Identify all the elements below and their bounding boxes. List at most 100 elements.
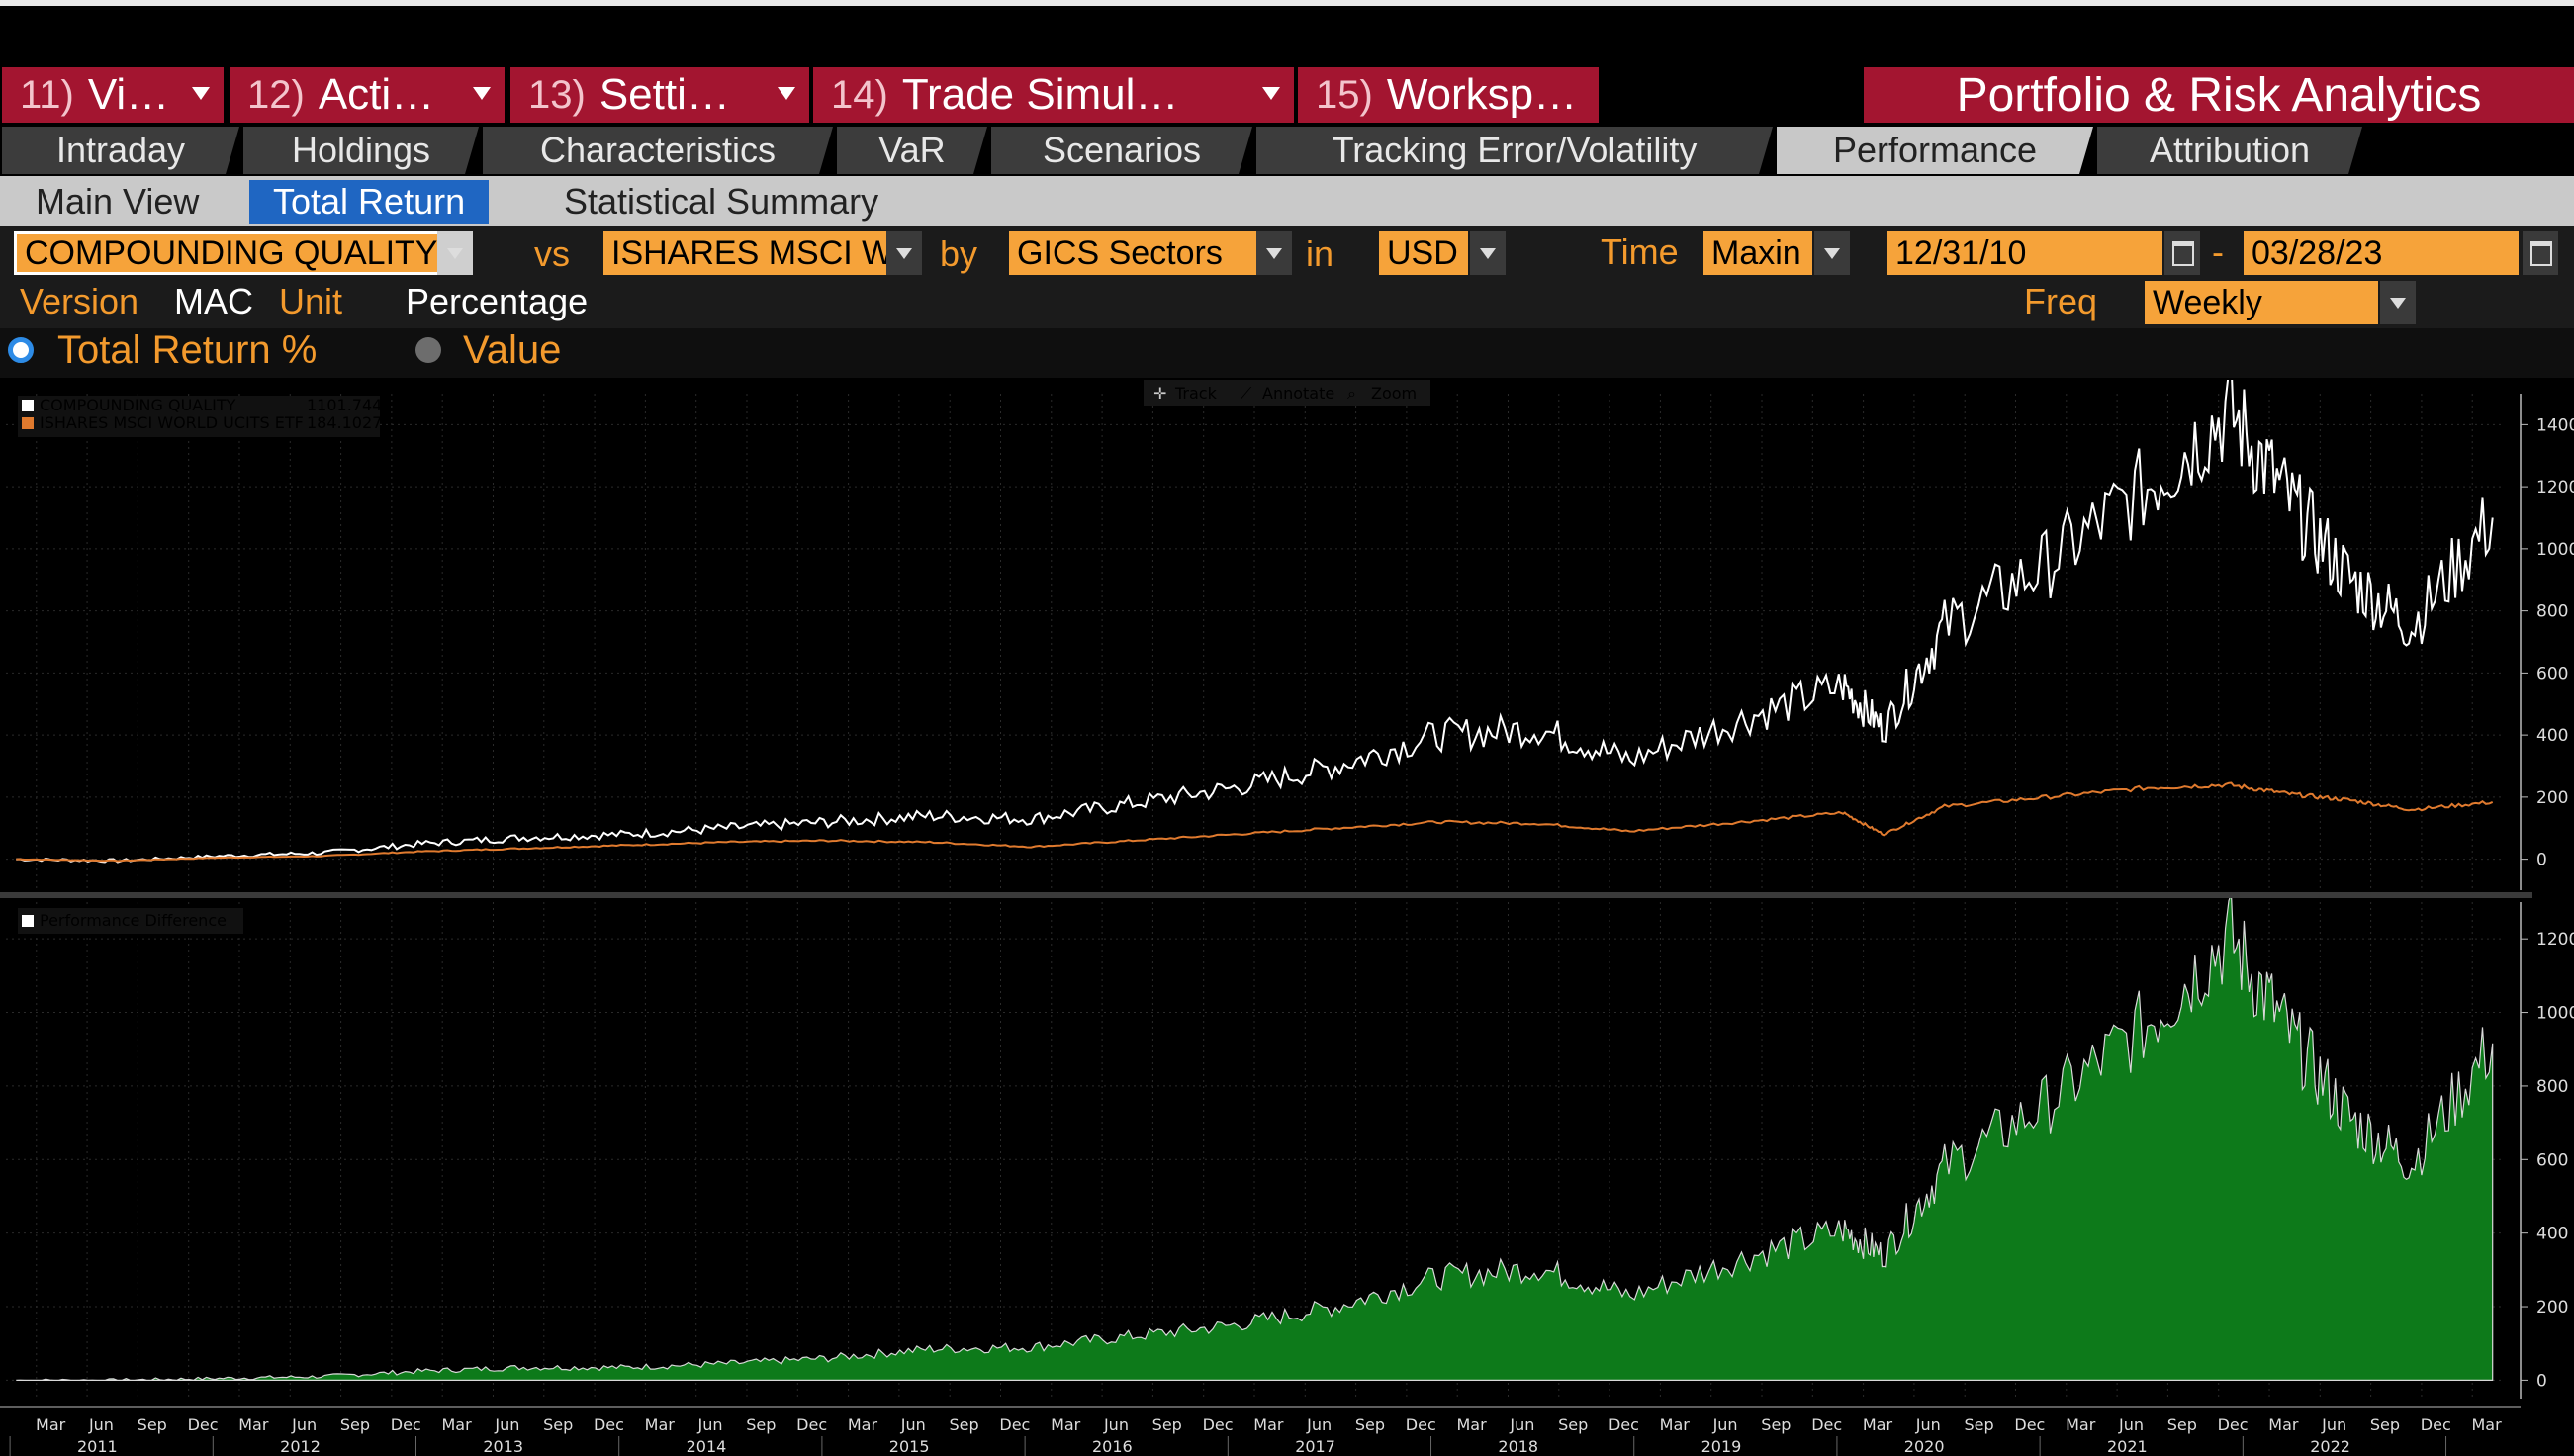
- tab-holdings[interactable]: Holdings: [243, 127, 479, 174]
- x-tick-label: Jun: [2321, 1415, 2346, 1434]
- menu-label: Vi…: [87, 70, 170, 119]
- y-tick-label: 800: [2536, 1077, 2568, 1097]
- tab-scenarios[interactable]: Scenarios: [991, 127, 1252, 174]
- x-tick-label: Mar: [2471, 1415, 2502, 1434]
- x-tick-label: Jun: [1509, 1415, 1534, 1434]
- tab-intraday[interactable]: Intraday: [2, 127, 239, 174]
- vs-label: vs: [534, 233, 570, 274]
- freq-dropdown-icon[interactable]: [2380, 281, 2416, 324]
- tab-var[interactable]: VaR: [837, 127, 987, 174]
- x-tick-label: Sep: [1152, 1415, 1182, 1434]
- x-tick-label: Mar: [1660, 1415, 1691, 1434]
- bottom-legend: [18, 908, 243, 934]
- x-tick-label: Mar: [2268, 1415, 2299, 1434]
- subtab-total-return[interactable]: Total Return: [249, 180, 490, 224]
- series-line-compounding-quality: [16, 380, 2494, 864]
- x-year-label: 2015: [889, 1437, 930, 1456]
- y-tick-label: 1200: [2536, 478, 2574, 498]
- x-tick-label: Mar: [848, 1415, 878, 1434]
- magnifier-icon[interactable]: ⌕: [1347, 384, 1356, 403]
- freq-field[interactable]: Weekly: [2145, 281, 2378, 324]
- menu-number: 11): [20, 72, 74, 117]
- zoom-button[interactable]: Zoom: [1371, 384, 1417, 403]
- x-tick-label: Mar: [1253, 1415, 1284, 1434]
- menu-label: Worksp…: [1386, 70, 1578, 119]
- x-tick-label: Mar: [441, 1415, 472, 1434]
- radio-total-return[interactable]: [8, 337, 34, 363]
- x-tick-label: Jun: [1915, 1415, 1941, 1434]
- chevron-down-icon: [1262, 87, 1280, 100]
- radio-value[interactable]: [415, 337, 441, 363]
- menu-actions[interactable]: 12) Acti…: [230, 67, 505, 123]
- currency-field[interactable]: USD: [1379, 231, 1468, 275]
- panel-divider[interactable]: [0, 892, 2532, 898]
- legend-label-msci: ISHARES MSCI WORLD UCITS ETF: [40, 413, 304, 432]
- y-tick-label: 400: [2536, 1225, 2568, 1244]
- portfolio-dropdown-icon[interactable]: [437, 231, 473, 275]
- x-tick-label: Mar: [36, 1415, 66, 1434]
- top-y-axis: 0 200 400 600 800 1000 1200 1400: [2520, 394, 2574, 890]
- x-tick-label: Jun: [697, 1415, 723, 1434]
- y-tick-label: 0: [2536, 1371, 2547, 1391]
- x-tick-label: Mar: [238, 1415, 269, 1434]
- crosshair-icon[interactable]: ✛: [1153, 384, 1166, 403]
- x-tick-label: Dec: [796, 1415, 827, 1434]
- menu-label: Trade Simul…: [901, 70, 1179, 119]
- x-year-label: 2021: [2107, 1437, 2148, 1456]
- benchmark-dropdown-icon[interactable]: [886, 231, 922, 275]
- track-button[interactable]: Track: [1174, 384, 1218, 403]
- grouping-dropdown-icon[interactable]: [1256, 231, 1292, 275]
- grouping-field[interactable]: GICS Sectors: [1009, 231, 1256, 275]
- date-from-field[interactable]: 12/31/10: [1887, 231, 2162, 275]
- x-tick-label: Dec: [1203, 1415, 1234, 1434]
- x-tick-label: Dec: [391, 1415, 421, 1434]
- calendar-icon[interactable]: [2164, 231, 2200, 275]
- chevron-down-icon: [778, 87, 795, 100]
- display-mode-row: [0, 328, 2574, 378]
- x-year-label: 2018: [1498, 1437, 1538, 1456]
- x-year-label: 2013: [483, 1437, 523, 1456]
- tab-characteristics[interactable]: Characteristics: [483, 127, 833, 174]
- version-label: Version: [20, 281, 139, 321]
- time-field[interactable]: Maxin: [1703, 231, 1812, 275]
- subtab-main-view[interactable]: Main View: [36, 181, 200, 222]
- pencil-icon[interactable]: ⟋: [1241, 384, 1252, 403]
- x-tick-label: Sep: [1964, 1415, 1993, 1434]
- x-tick-label: Sep: [340, 1415, 370, 1434]
- time-dropdown-icon[interactable]: [1814, 231, 1850, 275]
- x-axis: Mar Jun Sep Dec 2011 Mar Jun Sep Dec 2012 Mar Jun Se…: [0, 1406, 2521, 1456]
- x-tick-label: Sep: [138, 1415, 167, 1434]
- currency-dropdown-icon[interactable]: [1470, 231, 1506, 275]
- date-to-field[interactable]: 03/28/23: [2244, 231, 2519, 275]
- calendar-icon[interactable]: [2523, 231, 2558, 275]
- tab-attribution[interactable]: Attribution: [2097, 127, 2362, 174]
- annotate-button[interactable]: Annotate: [1262, 384, 1334, 403]
- x-tick-label: Jun: [291, 1415, 317, 1434]
- benchmark-field[interactable]: ISHARES MSCI W: [603, 231, 886, 275]
- performance-charts[interactable]: 0 200 400 600 800 1000 1200 1400 0 200 400 600 800 1…: [0, 380, 2574, 1456]
- menu-number: 15): [1316, 72, 1373, 117]
- x-year-label: 2012: [280, 1437, 321, 1456]
- portfolio-field[interactable]: COMPOUNDING QUALITY: [14, 231, 441, 275]
- top-chart-grid: [6, 394, 2503, 890]
- menu-workspace[interactable]: 15) Worksp…: [1298, 67, 1599, 123]
- x-tick-label: Sep: [1761, 1415, 1791, 1434]
- unit-value[interactable]: Percentage: [406, 281, 589, 321]
- x-tick-label: Jun: [1103, 1415, 1129, 1434]
- menu-trade-simulation[interactable]: 14) Trade Simul…: [813, 67, 1294, 123]
- x-tick-label: Dec: [188, 1415, 219, 1434]
- version-value[interactable]: MAC: [174, 281, 253, 321]
- radio-value-label[interactable]: Value: [463, 328, 562, 372]
- y-tick-label: 600: [2536, 664, 2568, 683]
- menu-views[interactable]: 11) Vi…: [2, 67, 224, 123]
- x-year-label: 2017: [1295, 1437, 1335, 1456]
- legend-value-cq: 1101.744: [307, 396, 382, 414]
- subtab-statistical-summary[interactable]: Statistical Summary: [564, 181, 879, 222]
- tab-performance[interactable]: Performance: [1777, 127, 2093, 174]
- y-tick-label: 1400: [2536, 415, 2574, 435]
- y-tick-label: 1200: [2536, 930, 2574, 950]
- menu-settings[interactable]: 13) Setti…: [510, 67, 809, 123]
- radio-total-return-label[interactable]: Total Return %: [57, 328, 318, 372]
- legend-swatch-msci: [22, 417, 34, 429]
- tab-tracking-error-volatility[interactable]: Tracking Error/Volatility: [1256, 127, 1773, 174]
